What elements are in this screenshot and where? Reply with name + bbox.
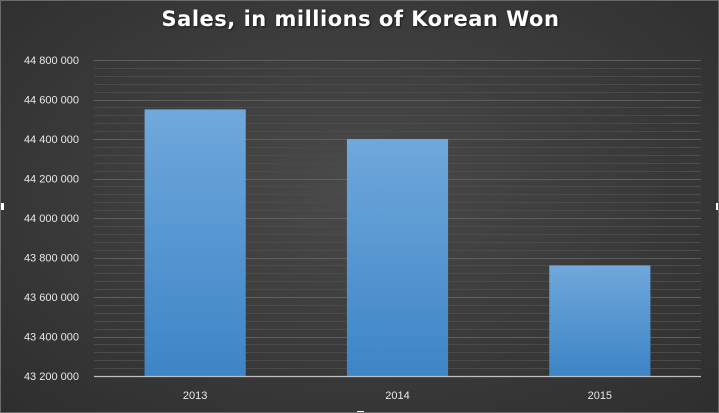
- y-tick-label: 43 200 000: [24, 371, 79, 383]
- x-tick-label: 2013: [183, 390, 207, 402]
- y-tick-label: 44 200 000: [24, 174, 79, 186]
- bars: [144, 109, 651, 376]
- bar-2014: [346, 139, 449, 376]
- bar-2013: [144, 109, 246, 376]
- chart-title: Sales, in millions of Korean Won: [161, 7, 560, 31]
- resize-handle-right[interactable]: [716, 203, 718, 210]
- y-tick-label: 43 600 000: [24, 292, 79, 304]
- bar-2015: [549, 265, 651, 376]
- x-tick-label: 2014: [385, 390, 409, 402]
- y-tick-label: 44 400 000: [24, 134, 79, 146]
- y-tick-label: 43 800 000: [24, 253, 79, 265]
- y-tick-label: 44 800 000: [24, 55, 79, 67]
- axes: 43 200 000 43 400 000 43 600 000 43 800 000…: [24, 55, 701, 402]
- resize-handle-left[interactable]: [1, 203, 4, 210]
- y-tick-label: 44 000 000: [24, 213, 79, 225]
- x-tick-label: 2015: [588, 390, 612, 402]
- resize-handle-bottom[interactable]: [357, 411, 364, 412]
- y-tick-label: 43 400 000: [24, 332, 79, 344]
- y-tick-label: 44 600 000: [24, 95, 79, 107]
